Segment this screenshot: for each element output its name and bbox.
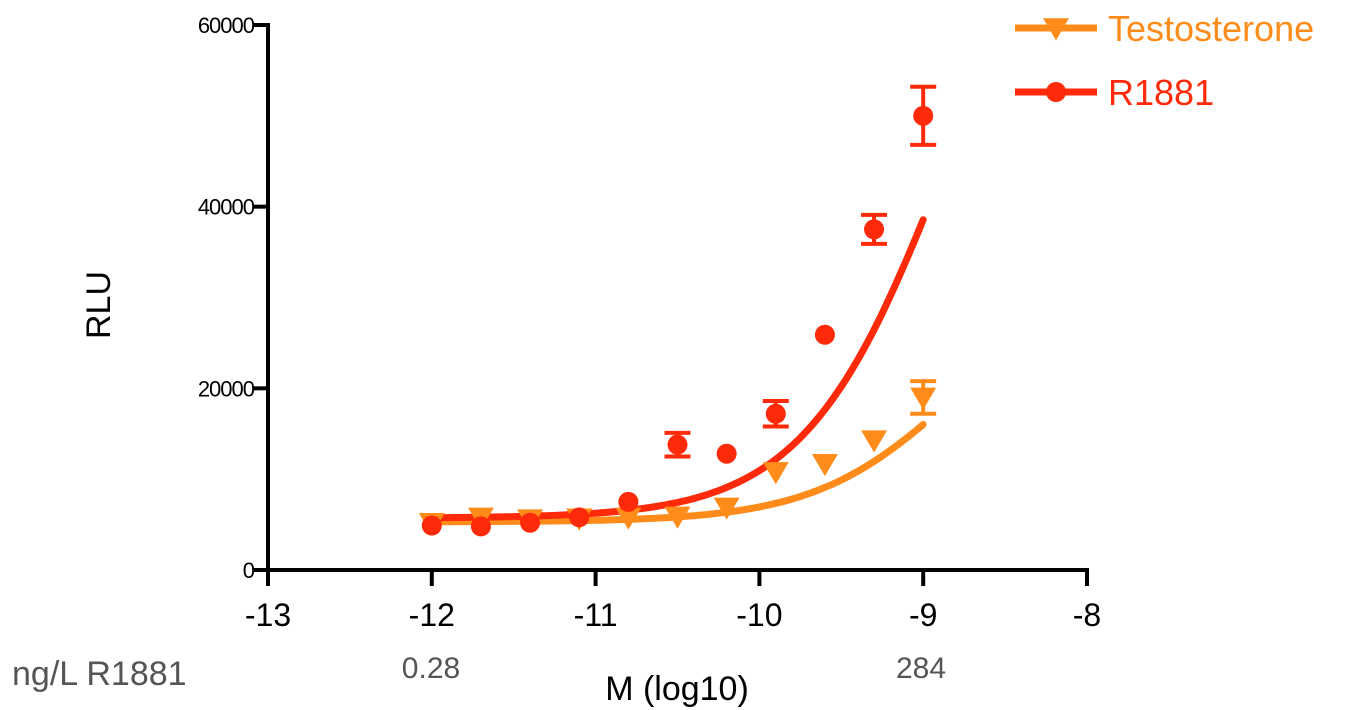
y-tick-label: 60000: [198, 13, 255, 38]
data-point-r1881: [421, 515, 442, 536]
data-point-r1881: [569, 507, 590, 528]
data-point-testosterone: [762, 462, 789, 485]
data-point-testosterone: [713, 497, 740, 520]
legend-marker-testosterone: [1043, 18, 1069, 41]
concentration-high-note: 284: [896, 652, 946, 685]
error-bars: [664, 84, 937, 459]
y-tick-label: 20000: [198, 376, 255, 401]
tick-labels: 0 20000 40000 60000 -13 -12 -11 -10 -9 -8: [198, 13, 1101, 633]
tick-marks: [254, 23, 1089, 586]
data-point-r1881: [913, 105, 934, 126]
data-point-r1881: [470, 516, 491, 537]
x-tick-label: -8: [1073, 597, 1101, 633]
y-axis-title: RLU: [80, 271, 118, 339]
legend-label-testosterone: Testosterone: [1108, 8, 1314, 49]
data-point-testosterone: [910, 387, 937, 410]
data-point-r1881: [864, 219, 885, 240]
legend-marker-r1881: [1046, 82, 1066, 102]
x-axis-title: M (log10): [605, 670, 749, 708]
units-note: ng/L R1881: [12, 655, 187, 693]
y-tick-label: 40000: [198, 195, 255, 220]
data-point-r1881: [618, 491, 639, 512]
data-point-testosterone: [664, 506, 691, 529]
data-point-testosterone: [811, 453, 838, 477]
x-tick-label: -10: [736, 597, 782, 633]
legend: Testosterone R1881: [1015, 8, 1314, 113]
fit-curves: [428, 216, 927, 526]
data-point-r1881: [520, 512, 541, 533]
data-point-testosterone: [861, 430, 888, 453]
data-point-r1881: [667, 434, 688, 455]
x-tick-label: -9: [909, 597, 937, 633]
x-tick-label: -13: [245, 597, 291, 633]
data-point-r1881: [814, 324, 835, 345]
data-point-r1881: [716, 443, 737, 464]
fit-curve-r1881: [428, 216, 927, 522]
data-point-r1881: [765, 403, 786, 424]
x-tick-label: -11: [574, 597, 618, 633]
data-point-testosterone: [615, 507, 642, 530]
axes: [266, 23, 1089, 572]
x-tick-label: -12: [409, 597, 455, 633]
legend-label-r1881: R1881: [1108, 72, 1214, 113]
y-tick-label: 0: [243, 558, 255, 583]
data-markers: [418, 105, 937, 537]
concentration-low-note: 0.28: [402, 652, 460, 685]
